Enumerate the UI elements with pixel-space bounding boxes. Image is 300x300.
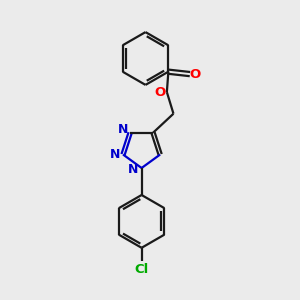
Text: N: N [118, 123, 128, 136]
Text: Cl: Cl [134, 263, 149, 276]
Text: N: N [128, 163, 138, 176]
Text: N: N [110, 148, 120, 161]
Text: O: O [190, 68, 201, 81]
Text: O: O [154, 85, 166, 99]
